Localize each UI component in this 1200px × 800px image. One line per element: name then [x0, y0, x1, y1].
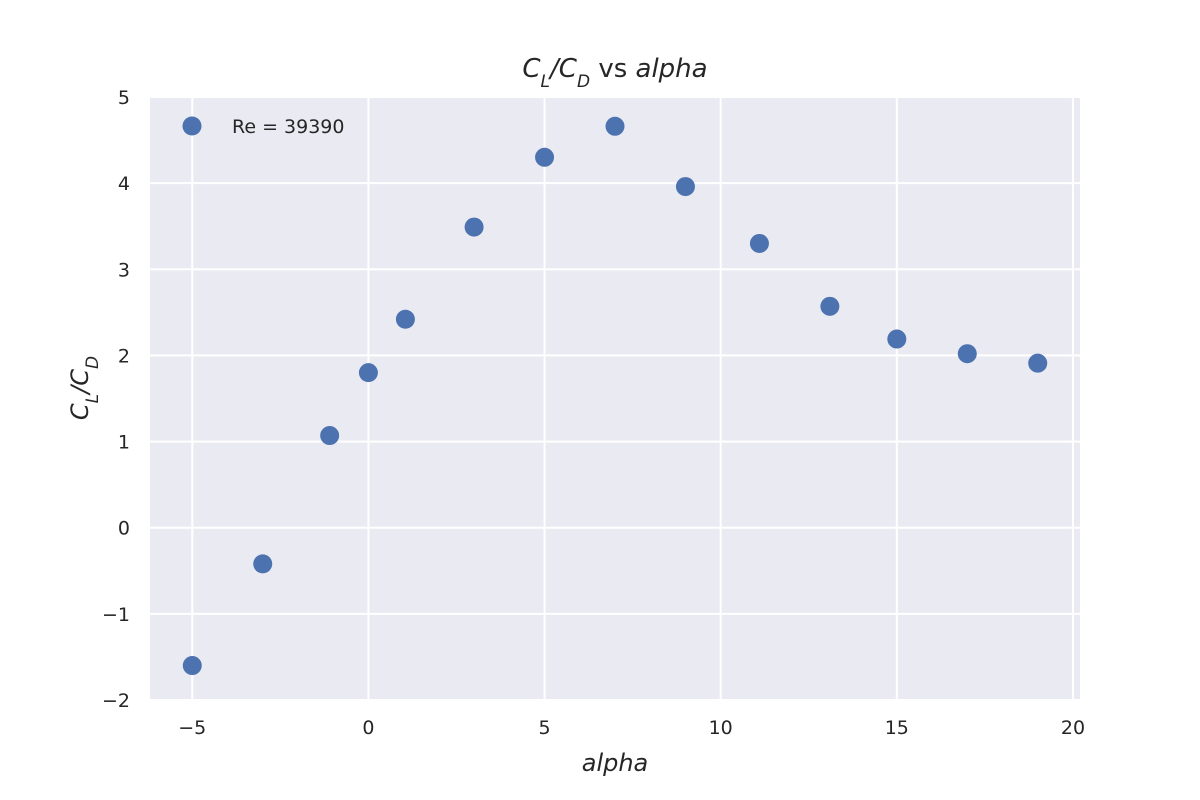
legend-label: Re = 39390 — [232, 116, 344, 138]
data-point — [535, 147, 555, 167]
data-point — [464, 217, 484, 237]
x-tick-label: 15 — [885, 717, 909, 739]
data-point — [358, 363, 378, 383]
data-point — [605, 116, 625, 136]
y-tick-label: 2 — [118, 345, 130, 367]
y-tick-label: 3 — [118, 259, 130, 281]
data-point — [182, 656, 202, 676]
y-tick-label: −1 — [102, 604, 130, 626]
data-point — [887, 329, 907, 349]
x-tick-label: 20 — [1061, 717, 1085, 739]
data-point — [1028, 353, 1048, 373]
data-points — [182, 116, 1048, 676]
data-point — [957, 344, 977, 364]
x-tick-label: 0 — [362, 717, 374, 739]
y-axis-title: CL/CD — [66, 356, 103, 420]
legend-marker — [182, 116, 202, 136]
data-point — [320, 426, 340, 446]
data-point — [675, 177, 695, 197]
y-tick-label: 4 — [118, 173, 130, 195]
grid — [150, 96, 1080, 701]
y-tick-label: 1 — [118, 432, 130, 454]
plot-background — [150, 97, 1080, 700]
chart-title: CL/CD vs alpha — [522, 54, 707, 92]
x-tick-label: 5 — [538, 717, 550, 739]
data-point — [253, 554, 273, 574]
data-point — [395, 309, 415, 329]
y-tick-label: 0 — [118, 518, 130, 540]
data-point — [749, 233, 769, 253]
tick-labels: −5 0 5 10 15 20 −2 −1 0 1 2 3 4 5 — [102, 87, 1085, 739]
x-axis-title: alpha — [582, 749, 649, 777]
data-point — [820, 296, 840, 316]
x-tick-label: −5 — [178, 717, 206, 739]
x-tick-label: 10 — [709, 717, 733, 739]
y-tick-label: 5 — [118, 87, 130, 109]
legend: Re = 39390 — [182, 116, 344, 138]
y-tick-label: −2 — [102, 690, 130, 712]
